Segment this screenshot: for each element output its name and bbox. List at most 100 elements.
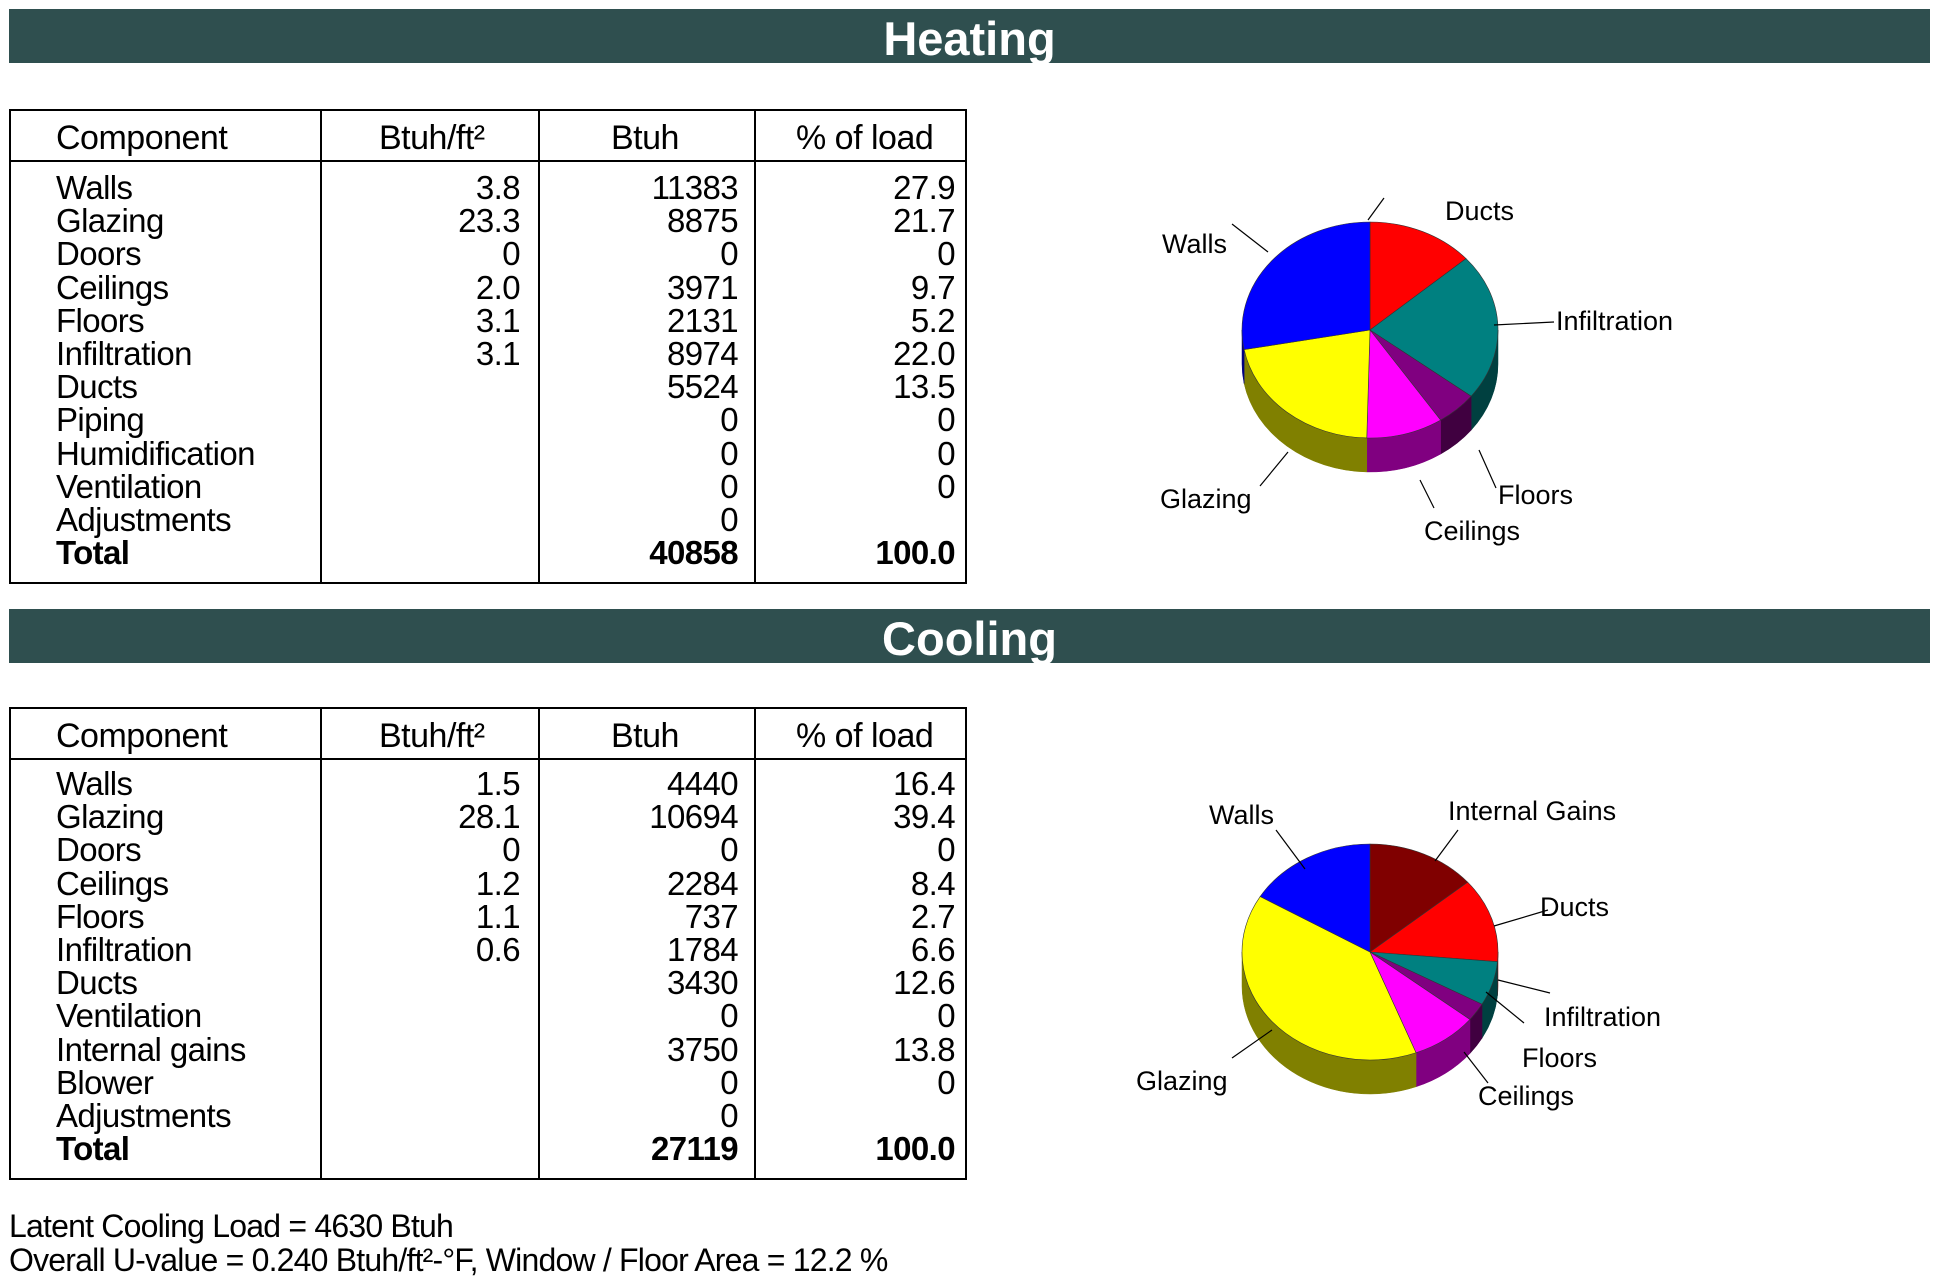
table-row: Glazing 28.1 10694 39.4 [11,800,965,833]
percent-load-value: 0 [937,235,955,273]
component-name: Total [56,1130,130,1168]
percent-load-value: 5.2 [910,301,956,339]
btuh-per-sqft-value: 0 [502,235,520,273]
cooling-section-title: Cooling [9,609,1930,665]
table-row: Ventilation 0 0 [11,470,965,503]
percent-load-value: 0 [937,1063,955,1101]
btuh-value: 0 [720,401,738,439]
component-name: Ventilation [56,467,202,505]
cooling-pie-chart: Walls Internal Gains Ducts Infiltration … [1136,796,1661,1111]
btuh-value: 0 [720,467,738,505]
btuh-value: 8974 [666,334,739,372]
btuh-value: 10694 [649,798,738,836]
btuh-per-sqft-value: 2.0 [475,268,521,306]
btuh-value: 3971 [666,268,739,306]
pie-slice-ducts [1369,881,1499,962]
pie-label-ducts: Ducts [1540,892,1609,922]
btuh-per-sqft-value: 23.3 [458,202,520,240]
pie-label-internal-gains: Internal Gains [1448,796,1616,826]
header-btuh: Btuh [611,119,679,157]
pie-slice-glazing [1243,329,1371,439]
percent-load-value: 6.6 [910,930,956,968]
table-row: Adjustments 0 [11,1099,965,1132]
table-row: Infiltration 3.1 8974 22.0 [11,337,965,370]
component-name: Doors [56,235,142,273]
component-name: Humidification [56,434,255,472]
percent-load-value: 2.7 [910,897,956,935]
btuh-value: 0 [720,831,738,869]
component-name: Ducts [56,964,138,1002]
total-row: Total 27119 100.0 [11,1132,965,1165]
component-name: Piping [56,401,145,439]
pie-label-ceilings: Ceilings [1478,1081,1574,1111]
component-name: Walls [56,169,133,206]
btuh-value: 8875 [666,202,739,240]
component-name: Walls [56,765,133,802]
btuh-per-sqft-value: 3.1 [475,334,521,372]
pie-slice-ceilings [1366,329,1442,439]
btuh-per-sqft-value: 0.6 [475,930,521,968]
percent-load-value: 100.0 [875,1130,955,1168]
btuh-value: 0 [720,1063,738,1101]
btuh-value: 40858 [649,534,738,572]
percent-load-value: 22.0 [893,334,955,372]
pie-slice-infiltration [1369,258,1499,397]
table-row: Infiltration 0.6 1784 6.6 [11,933,965,966]
component-name: Glazing [56,202,164,240]
table-row: Piping 0 0 [11,403,965,436]
header-btuh-per-sqft: Btuh/ft² [379,717,485,755]
component-name: Infiltration [56,334,192,372]
component-name: Doors [56,831,142,869]
header-component: Component [56,119,228,157]
cooling-pie-leaders [1231,829,1551,1084]
pie-label-floors: Floors [1498,480,1573,510]
percent-load-value: 16.4 [893,765,955,802]
percent-load-value: 0 [937,434,955,472]
pie-slice-internal-gains [1369,843,1469,953]
component-name: Glazing [56,798,164,836]
btuh-value: 0 [720,1096,738,1134]
percent-load-value: 100.0 [875,534,955,572]
btuh-per-sqft-value: 1.2 [475,864,521,902]
heating-pie-chart: Walls Ducts Infiltration Floors Ceilings… [1160,196,1673,546]
percent-load-value: 9.7 [910,268,956,306]
btuh-value: 27119 [651,1130,739,1168]
pie-label-glazing: Glazing [1160,484,1252,514]
cooling-pie-slices [1241,843,1499,1095]
heating-load-table: Component Btuh/ft² Btuh % of load Walls 3… [9,109,967,584]
pie-label-glazing: Glazing [1136,1066,1228,1096]
btuh-per-sqft-value: 3.8 [475,169,521,206]
component-name: Ceilings [56,268,169,306]
btuh-value: 3750 [666,1030,739,1068]
heating-pie-slices [1241,221,1499,473]
btuh-per-sqft-value: 1.1 [475,897,521,935]
pie-slice-glazing [1241,896,1417,1061]
table-row: Doors 0 0 0 [11,237,965,270]
pie-slice-walls [1241,221,1371,350]
btuh-per-sqft-value: 1.5 [475,765,521,802]
component-name: Internal gains [56,1030,246,1068]
header-percent-load: % of load [796,717,934,755]
component-name: Floors [56,897,145,935]
component-name: Ventilation [56,997,202,1035]
component-name: Infiltration [56,930,192,968]
percent-load-value: 0 [937,997,955,1035]
table-row: Blower 0 0 [11,1066,965,1099]
component-name: Ceilings [56,864,169,902]
table-row: Walls 3.8 11383 27.9 [11,171,965,204]
pie-label-infiltration: Infiltration [1544,1002,1661,1032]
percent-load-value: 0 [937,401,955,439]
table-row: Floors 1.1 737 2.7 [11,900,965,933]
pie-label-ducts: Ducts [1445,196,1514,226]
component-name: Ducts [56,368,138,406]
btuh-value: 0 [720,235,738,273]
table-row: Internal gains 3750 13.8 [11,1033,965,1066]
component-name: Total [56,534,130,572]
pie-label-walls: Walls [1209,800,1274,830]
btuh-value: 2284 [666,864,739,902]
u-value-window-ratio-text: Overall U-value = 0.240 Btuh/ft²-°F, Win… [9,1242,888,1278]
percent-load-value: 0 [937,831,955,869]
table-row: Humidification 0 0 [11,437,965,470]
latent-cooling-load-text: Latent Cooling Load = 4630 Btuh [9,1208,454,1244]
total-row: Total 40858 100.0 [11,536,965,569]
